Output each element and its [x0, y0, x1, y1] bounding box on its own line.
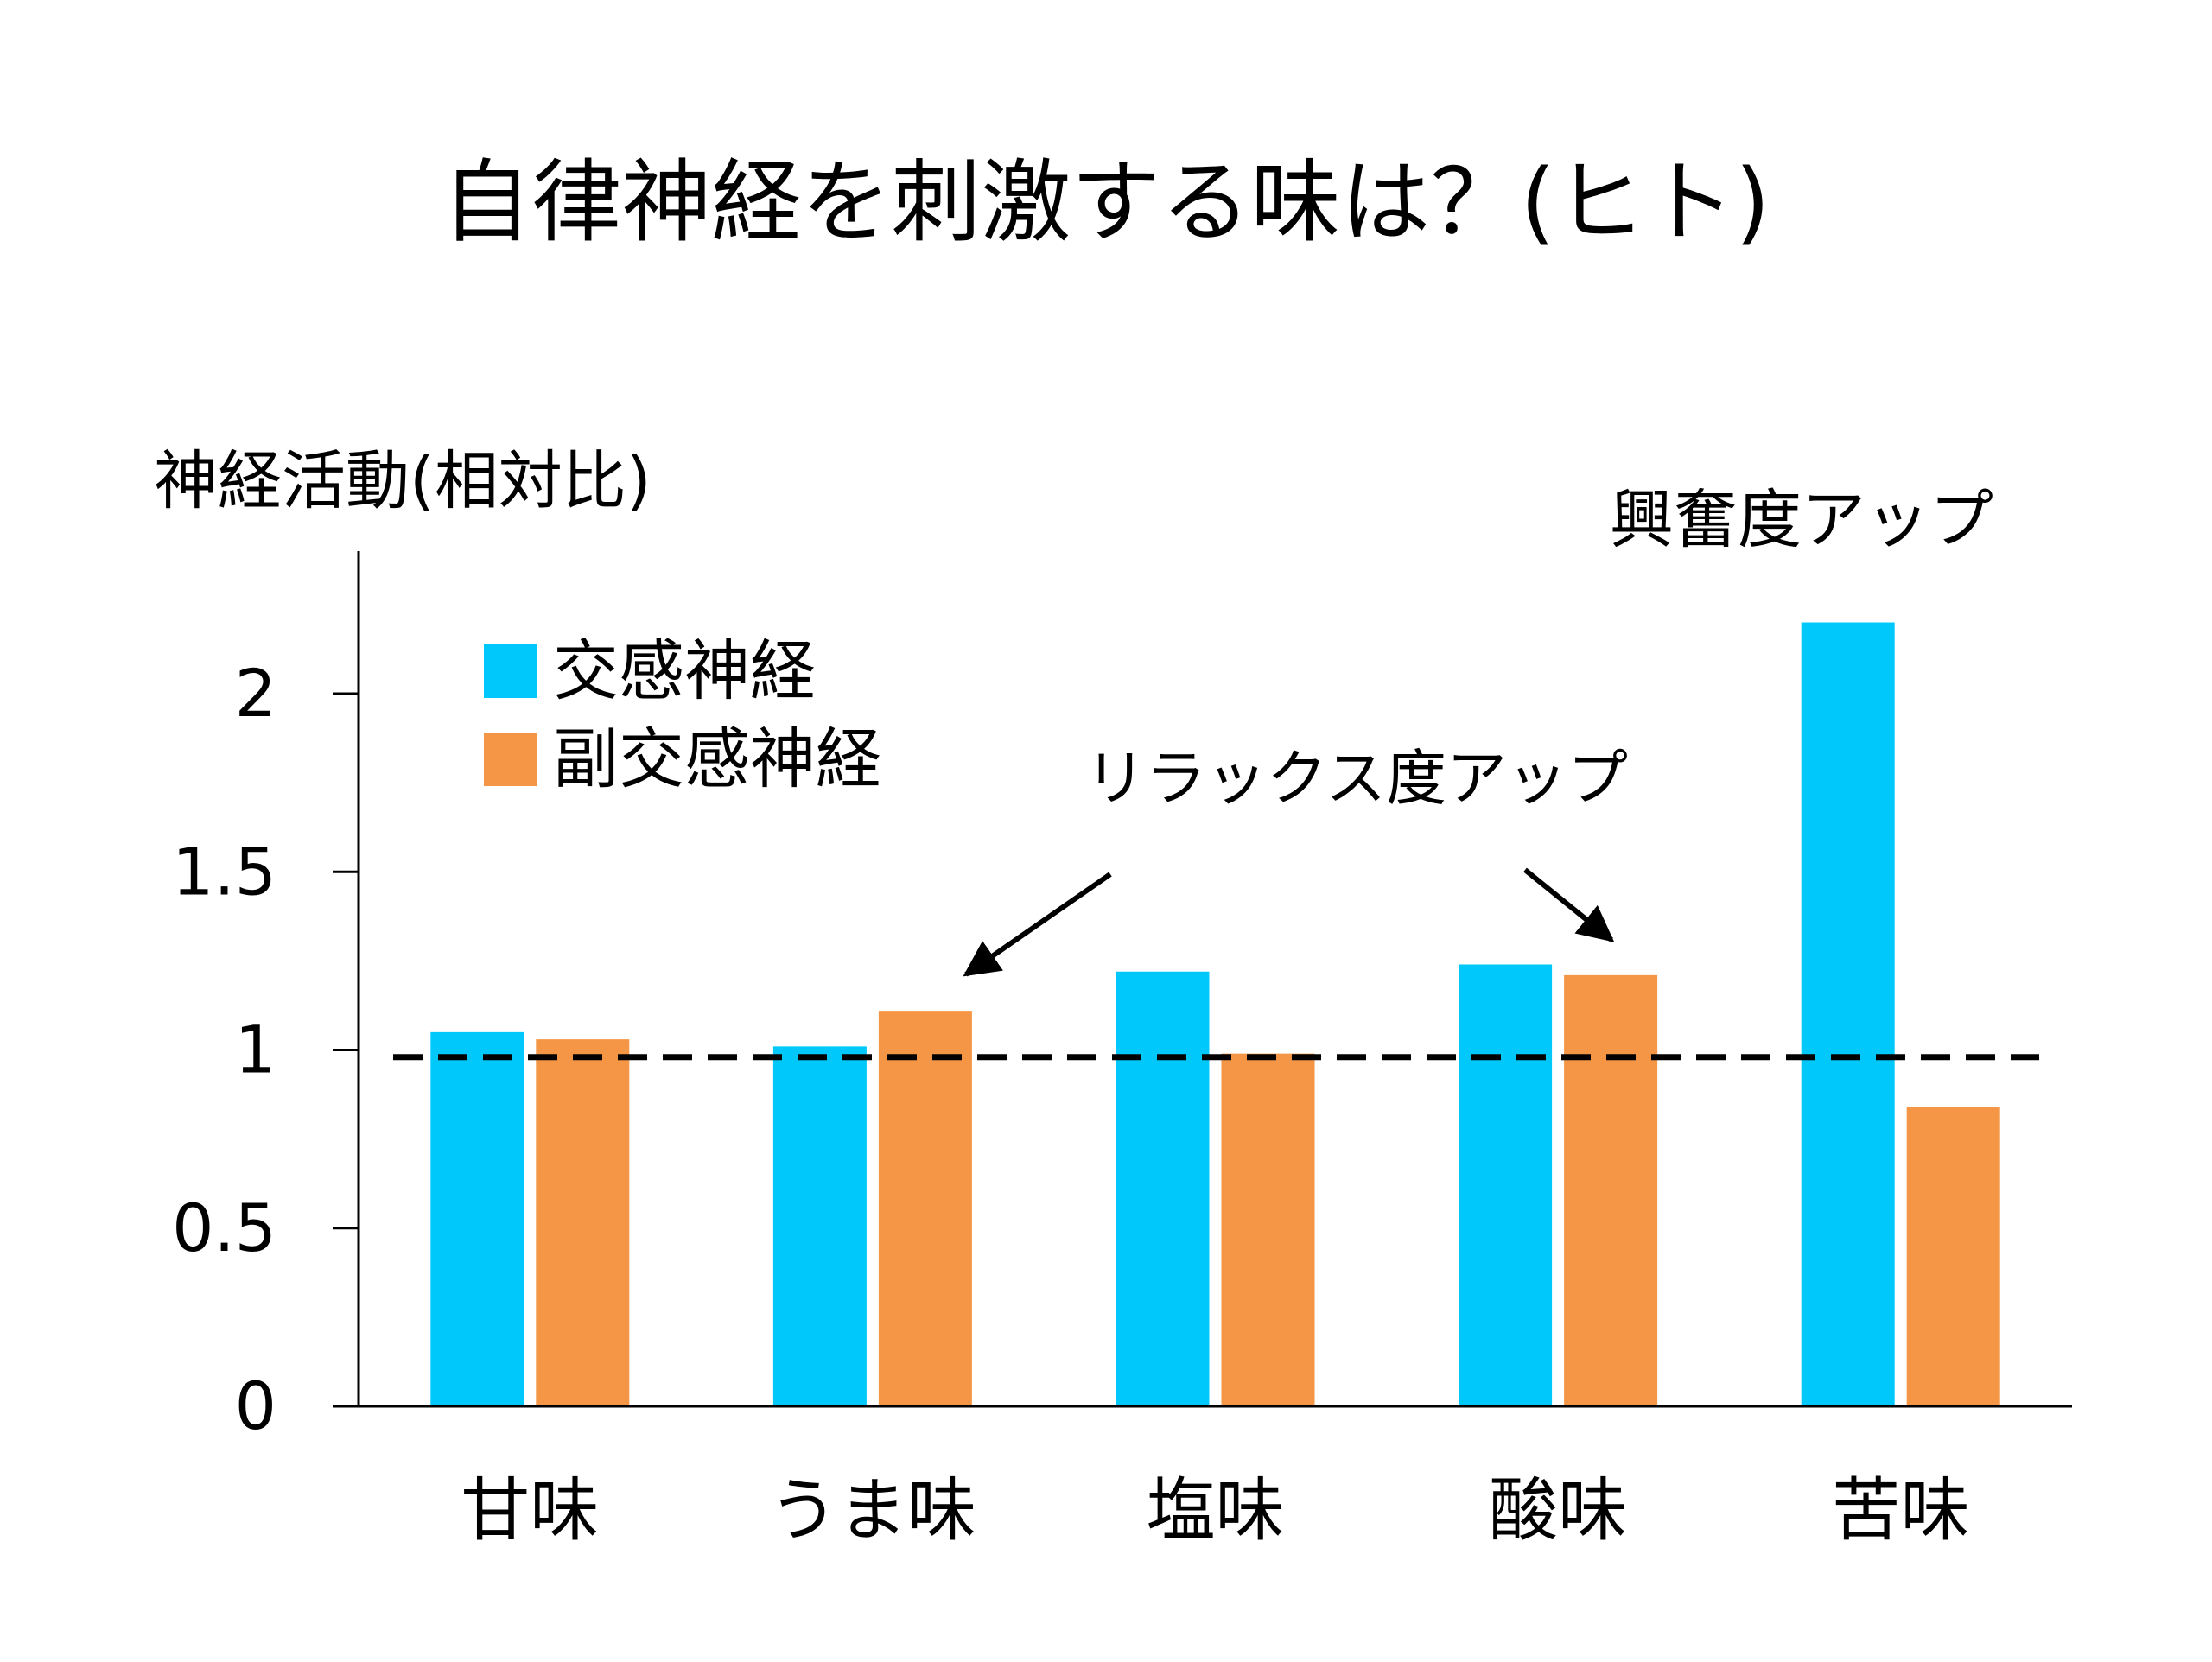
bar-parasympathetic-3 [1221, 1053, 1315, 1406]
x-axis-labels: 甘味 うま味 塩味 酸味 苦味 [461, 1470, 1969, 1551]
bar-sympathetic-4 [1459, 964, 1553, 1406]
x-tick-label: 甘味 [461, 1470, 599, 1551]
bar-sympathetic-1 [430, 1031, 524, 1406]
chart-title: 自律神経を刺激する味は？(ヒト) [442, 149, 1770, 255]
bar-parasympathetic-1 [536, 1039, 630, 1406]
y-tick-label: 2 [235, 655, 276, 732]
x-tick-label: 苦味 [1832, 1470, 1970, 1551]
bar-sympathetic-5 [1801, 622, 1895, 1406]
bar-sympathetic-3 [1116, 971, 1210, 1406]
arrow-relax-right [1523, 867, 1615, 942]
x-tick-label: 塩味 [1147, 1470, 1285, 1551]
y-axis-ticks: 0 0.5 1 1.5 2 [172, 655, 359, 1444]
bar-parasympathetic-2 [878, 1011, 972, 1406]
legend-label-sympathetic: 交感神経 [553, 632, 816, 709]
arrow-relax-left [963, 872, 1112, 977]
y-tick-label: 0 [235, 1367, 276, 1444]
annotation-relax: リラックス度アップ [1085, 743, 1628, 814]
x-tick-label: うま味 [769, 1470, 976, 1551]
legend-swatch-sympathetic [484, 644, 537, 698]
legend: 交感神経 副交感神経 [484, 632, 881, 797]
annotation-excite: 興奮度アップ [1610, 483, 1993, 557]
legend-label-parasympathetic: 副交感神経 [553, 720, 881, 797]
x-tick-label: 酸味 [1489, 1470, 1627, 1551]
y-tick-label: 1 [235, 1012, 276, 1088]
bar-parasympathetic-4 [1564, 974, 1658, 1406]
bar-sympathetic-2 [772, 1046, 867, 1406]
legend-swatch-parasympathetic [484, 733, 537, 786]
y-axis-label: 神経活動(相対比) [154, 444, 652, 518]
y-tick-label: 1.5 [172, 833, 276, 910]
y-tick-label: 0.5 [172, 1189, 276, 1266]
bars [430, 622, 2000, 1406]
bar-parasympathetic-5 [1906, 1107, 2000, 1406]
